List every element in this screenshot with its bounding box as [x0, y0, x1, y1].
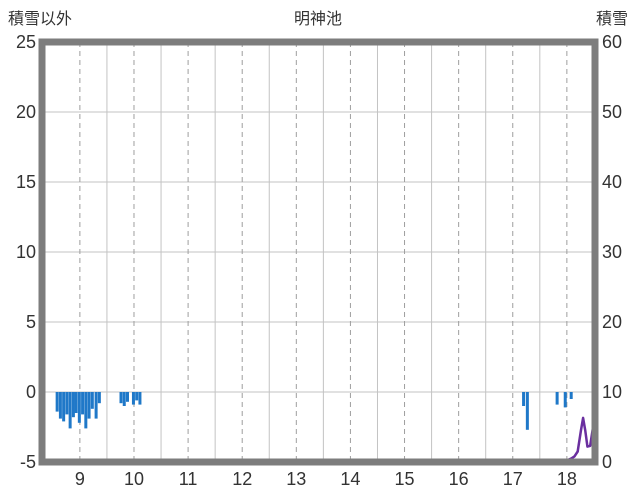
non-snow-bars-bar	[525, 392, 529, 430]
left-axis-title: 積雪以外	[8, 11, 73, 28]
non-snow-bars-bar	[122, 392, 126, 406]
non-snow-bars-bar	[563, 392, 567, 408]
non-snow-bars-bar	[131, 392, 135, 405]
non-snow-bars-bar	[62, 392, 66, 422]
chart-title: 明神池	[293, 11, 342, 28]
non-snow-bars-bar	[119, 392, 123, 404]
non-snow-bars-bar	[65, 392, 69, 415]
non-snow-bars-bar	[555, 392, 559, 405]
non-snow-bars-bar	[94, 392, 98, 419]
non-snow-bars-bar	[135, 392, 139, 401]
right-axis-title: 積雪	[595, 11, 628, 28]
non-snow-bars-bar	[569, 392, 573, 399]
non-snow-bars-bar	[90, 392, 94, 409]
non-snow-bars-bar	[97, 392, 101, 404]
snow-line-line	[566, 416, 597, 462]
plot-frame	[38, 38, 599, 466]
non-snow-bars-bar	[87, 392, 91, 419]
non-snow-bars-bar	[81, 392, 85, 415]
non-snow-bars-bar	[522, 392, 526, 406]
non-snow-bars-bar	[71, 392, 75, 418]
non-snow-bars-bar	[125, 392, 129, 402]
non-snow-bars-bar	[58, 392, 62, 419]
non-snow-bars-bar	[138, 392, 142, 405]
non-snow-bars-bar	[74, 392, 78, 413]
non-snow-bars-bar	[84, 392, 88, 429]
non-snow-bars-bar	[77, 392, 81, 423]
non-snow-bars-bar	[68, 392, 72, 429]
non-snow-bars-bar	[55, 392, 59, 412]
